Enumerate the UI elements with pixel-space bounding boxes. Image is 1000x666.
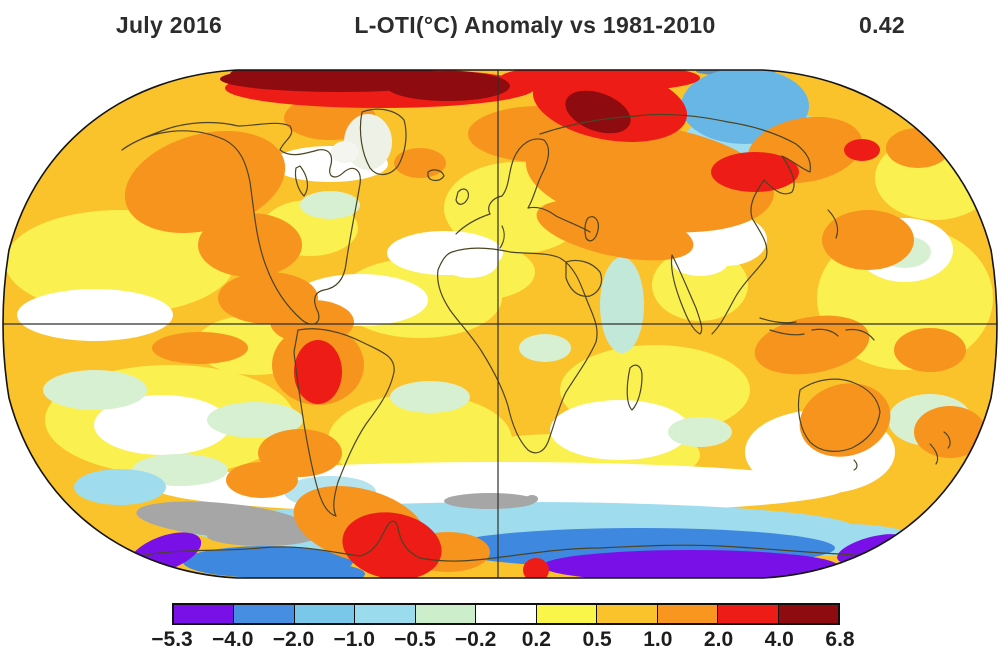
colorbar-tick-label: −2.0 [272, 628, 315, 651]
colorbar-segment [778, 605, 838, 623]
colorbar-tick-label: 6.8 [825, 628, 855, 651]
colorbar-segment [415, 605, 477, 623]
colorbar-segment [718, 605, 779, 623]
colorbar-tick-label: 0.2 [521, 628, 551, 651]
colorbar-tick-label: 2.0 [703, 628, 734, 651]
period-label: July 2016 [115, 12, 223, 38]
global-mean-value: 0.42 [859, 12, 905, 38]
colorbar-tick-label: 4.0 [764, 628, 794, 651]
colorbar-segment [657, 605, 719, 623]
figure-title: L-OTI(°C) Anomaly vs 1981-2010 [354, 12, 716, 38]
colorbar-tick-label: 0.5 [582, 628, 612, 651]
colorbar-segment [174, 605, 235, 623]
colorbar-segment [355, 605, 416, 623]
colorbar-segment [597, 605, 658, 623]
colorbar-tick-label: 1.0 [643, 628, 673, 651]
colorbar-tick-label: −1.0 [333, 628, 375, 651]
colorbar-segment [536, 605, 598, 623]
colorbar-segment [476, 605, 537, 623]
colorbar-labels: −5.3 −4.0 −2.0 −1.0 −0.5 −0.2 0.2 0.5 1.0 2.0 4.0 6… [151, 628, 854, 656]
colorbar-tick-label: −0.5 [394, 628, 436, 651]
colorbar-segment [234, 605, 295, 623]
colorbar-tick-label: −4.0 [211, 628, 254, 651]
colorbar-segment [294, 605, 356, 623]
colorbar [172, 603, 840, 625]
colorbar-tick-label: −0.2 [454, 628, 497, 651]
colorbar-tick-label: −5.3 [151, 628, 193, 651]
